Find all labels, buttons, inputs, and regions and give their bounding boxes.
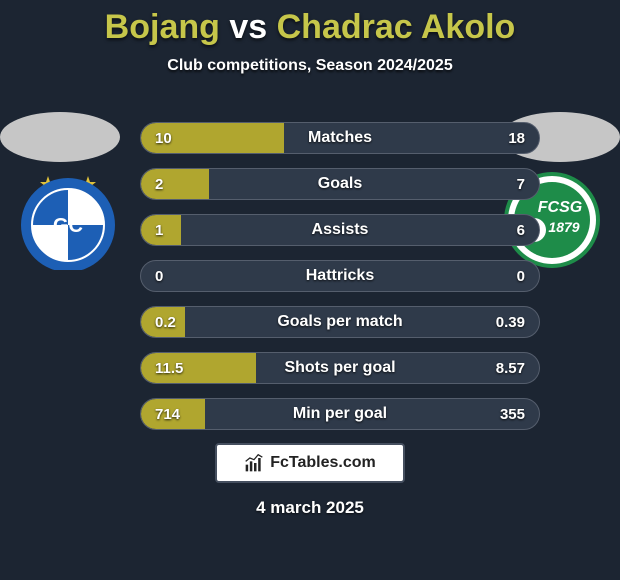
stat-row: 27Goals [140,168,540,200]
player2-name: Chadrac Akolo [277,8,516,46]
player1-name: Bojang [105,8,220,46]
avatar-ellipse [0,112,120,162]
svg-text:FCSG: FCSG [538,199,582,216]
brand-text: FcTables.com [270,454,376,472]
player1-avatar [0,112,120,162]
brand-badge[interactable]: FcTables.com [215,443,405,483]
svg-text:1879: 1879 [548,219,579,235]
stat-label: Hattricks [141,261,539,291]
date-text: 4 march 2025 [0,498,620,518]
stat-label: Min per goal [141,399,539,429]
stat-label: Goals per match [141,307,539,337]
vs-text: vs [229,8,267,46]
stat-row: 00Hattricks [140,260,540,292]
stat-row: 1018Matches [140,122,540,154]
stat-row: 11.58.57Shots per goal [140,352,540,384]
chart-icon [244,453,264,473]
stat-row: 0.20.39Goals per match [140,306,540,338]
page-title: Bojang vs Chadrac Akolo [0,8,620,47]
subtitle: Club competitions, Season 2024/2025 [0,57,620,75]
club-badge-left: GC [18,170,118,270]
stat-row: 16Assists [140,214,540,246]
stat-label: Shots per goal [141,353,539,383]
grasshopper-logo-icon: GC [18,170,118,270]
stats-container: 1018Matches 27Goals 16Assists 00Hattricks 0.… [140,122,540,444]
stat-label: Assists [141,215,539,245]
stat-row: 714355Min per goal [140,398,540,430]
stat-label: Goals [141,169,539,199]
stat-label: Matches [141,123,539,153]
svg-text:GC: GC [53,215,83,237]
